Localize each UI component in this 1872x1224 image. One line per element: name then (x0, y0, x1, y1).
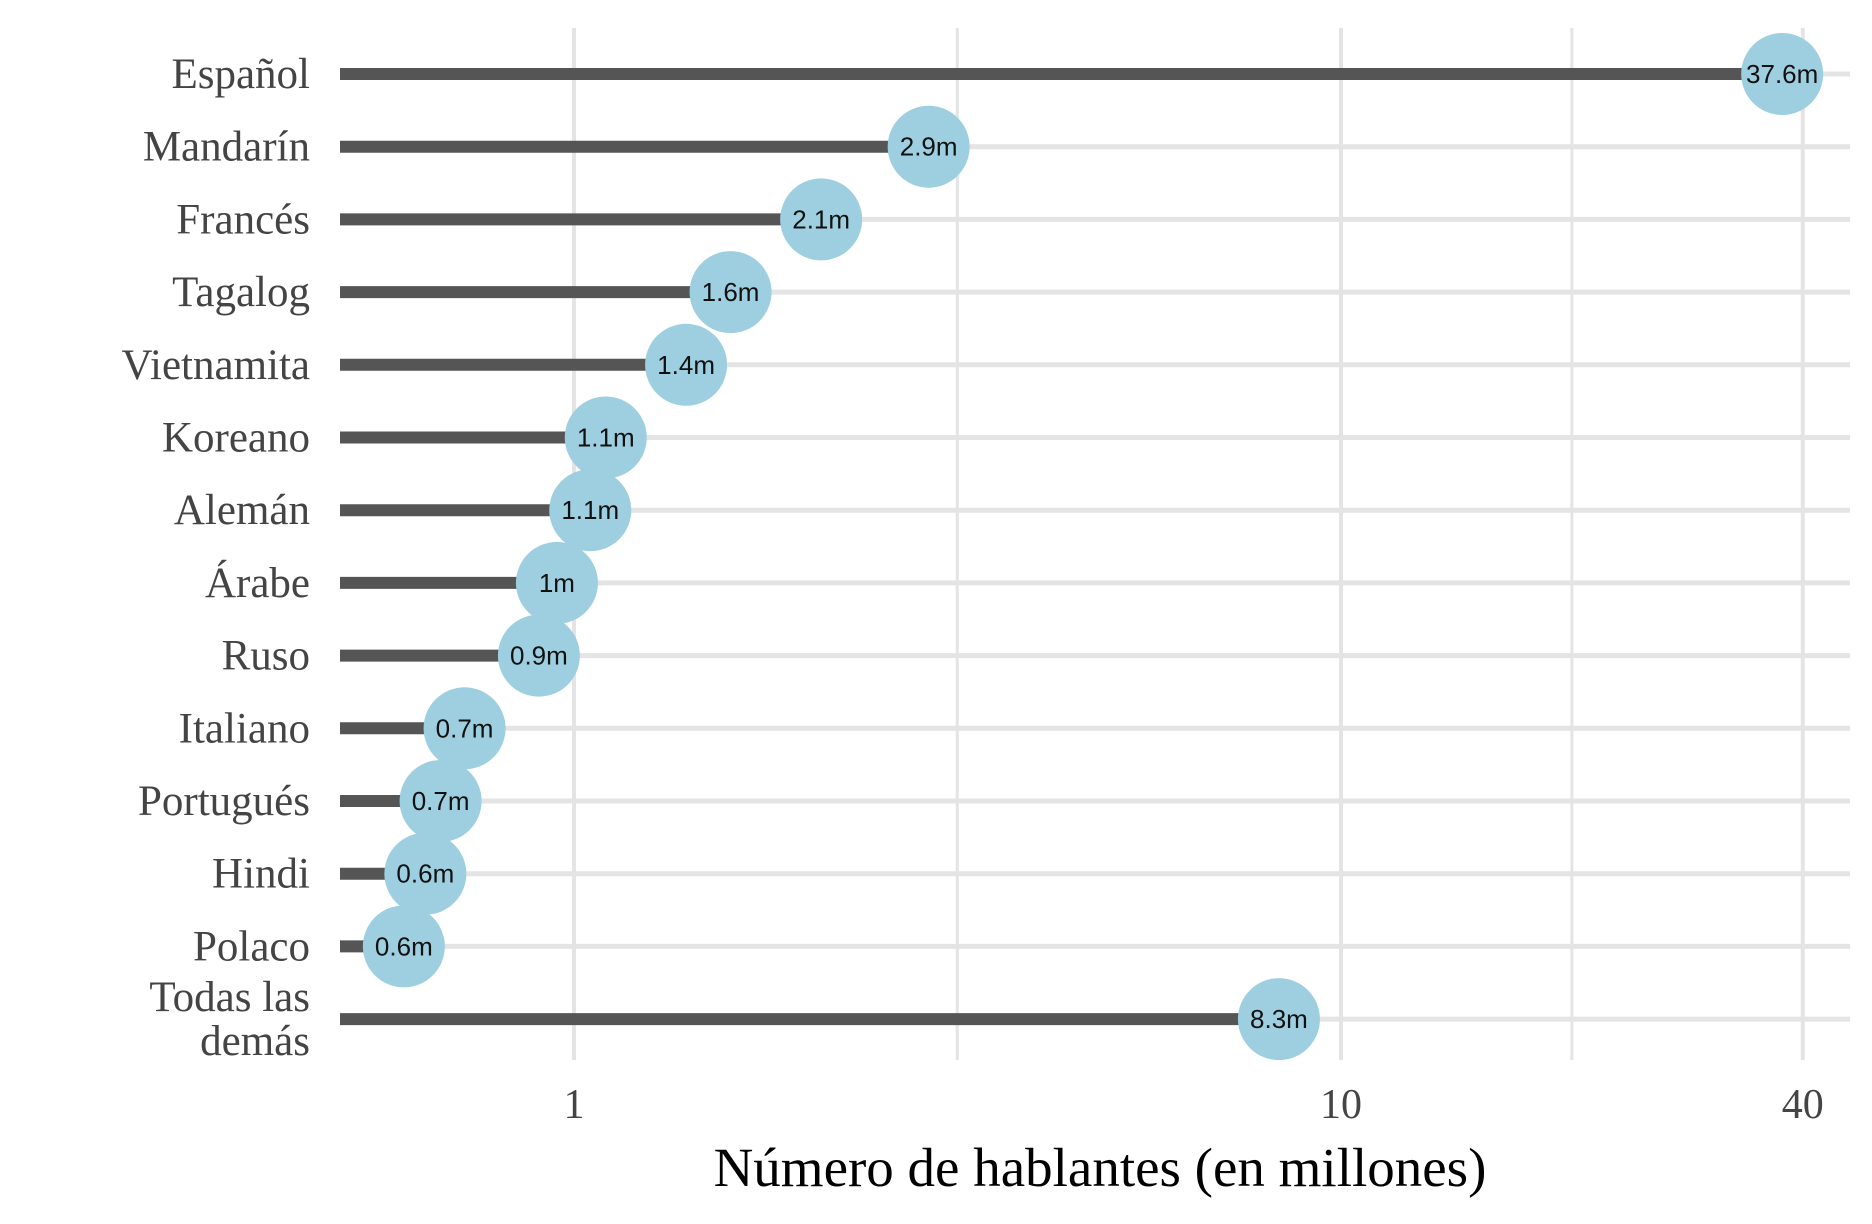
data-label: 37.6m (1746, 59, 1818, 89)
category-label: Español (171, 51, 310, 98)
category-label: Portugués (138, 778, 310, 825)
data-label: 8.3m (1250, 1004, 1308, 1034)
data-label: 1.4m (657, 350, 715, 380)
category-label: Ruso (222, 633, 310, 680)
lollipop-dot (1237, 978, 1320, 1061)
category-label: Hindi (212, 851, 310, 898)
category-label: Árabe (205, 560, 310, 607)
lollipop-dot (887, 105, 970, 188)
data-label: 0.6m (396, 859, 454, 889)
data-label: 0.9m (510, 641, 568, 671)
lollipop-dot (362, 905, 445, 988)
data-label: 2.9m (900, 132, 958, 162)
data-label: 0.7m (412, 786, 470, 816)
category-label: Polaco (193, 923, 310, 970)
x-tick-label: 10 (1320, 1082, 1362, 1128)
data-label: 2.1m (792, 204, 850, 234)
x-axis-title: Número de hablantes (en millones) (714, 1137, 1487, 1198)
lollipop-dot (549, 469, 632, 552)
category-label: Italiano (179, 705, 310, 752)
category-label: Alemán (174, 487, 310, 534)
category-label: Mandarín (143, 124, 310, 171)
category-label: demás (200, 1018, 310, 1065)
lollipop-dot (384, 832, 467, 915)
lollipop-dot (780, 178, 863, 261)
x-tick-label: 40 (1782, 1082, 1824, 1128)
dots: 37.6m 2.9m 2.1m 1.6m 1.4m 1.1m 1.1m 1m 0.9m 0.7m 0… (362, 33, 1824, 1061)
data-label: 1.1m (561, 495, 619, 525)
data-label: 1.6m (702, 277, 760, 307)
category-label: Francés (176, 196, 310, 243)
lollipop-dot (515, 541, 598, 624)
data-label: 0.6m (375, 931, 433, 961)
data-label: 0.7m (436, 713, 494, 743)
category-label: Vietnamita (122, 342, 310, 389)
lollipop-dot (564, 396, 647, 479)
x-tick-label: 1 (564, 1082, 585, 1128)
lollipop-dot (423, 687, 506, 770)
lollipop-dot (399, 760, 482, 842)
data-label: 1m (539, 568, 575, 598)
x-axis-ticks: 1 10 40 (564, 1082, 1824, 1128)
y-axis-labels: Español Mandarín Francés Tagalog Vietnamita K… (122, 51, 311, 1065)
lollipop-dot (1741, 33, 1824, 115)
category-label: Todas las (149, 974, 310, 1021)
lollipop-dot (689, 251, 772, 334)
category-label: Tagalog (172, 269, 310, 316)
lollipop-dot (497, 614, 580, 697)
lollipop-dot (645, 323, 728, 406)
category-label: Koreano (162, 415, 310, 462)
data-label: 1.1m (577, 423, 635, 453)
